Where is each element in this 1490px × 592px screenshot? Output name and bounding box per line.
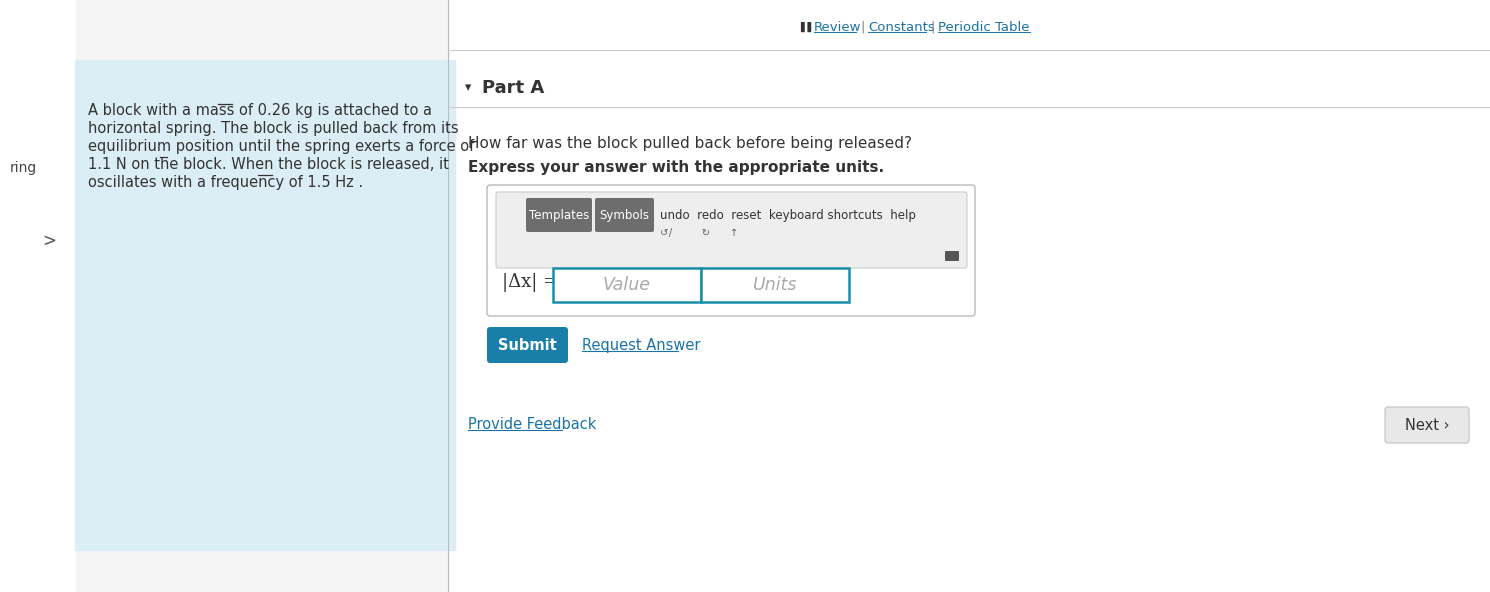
Bar: [553, 268, 700, 302]
Text: ring: ring: [10, 161, 37, 175]
FancyBboxPatch shape: [945, 251, 960, 261]
Text: How far was the block pulled back before being released?: How far was the block pulled back before…: [468, 136, 912, 151]
FancyBboxPatch shape: [487, 185, 974, 316]
Text: |: |: [930, 21, 934, 34]
Text: ↺/         ↻      ↑: ↺/ ↻ ↑: [660, 228, 739, 238]
Text: Request Answer: Request Answer: [583, 337, 700, 352]
Text: Constants: Constants: [869, 21, 934, 34]
Text: Units: Units: [752, 276, 797, 294]
Text: Symbols: Symbols: [599, 208, 650, 221]
Text: |Δx| =: |Δx| =: [502, 272, 559, 291]
FancyBboxPatch shape: [496, 192, 967, 268]
Text: Express your answer with the appropriate units.: Express your answer with the appropriate…: [468, 160, 884, 175]
Text: A block with a mass of 0.26 kg is attached to a: A block with a mass of 0.26 kg is attach…: [88, 103, 432, 118]
Bar: [700, 268, 849, 302]
Text: Next ›: Next ›: [1405, 417, 1450, 433]
Bar: [74, 60, 454, 550]
Text: Periodic Table: Periodic Table: [939, 21, 1030, 34]
Text: ▾: ▾: [465, 82, 471, 95]
Text: Review: Review: [814, 21, 861, 34]
Bar: [0, 0, 74, 592]
Bar: [450, 0, 1490, 592]
Text: |: |: [860, 21, 864, 34]
Text: horizontal spring. The block is pulled back from its: horizontal spring. The block is pulled b…: [88, 121, 459, 136]
Text: equilibrium position until the spring exerts a force of: equilibrium position until the spring ex…: [88, 139, 474, 154]
Text: >: >: [42, 232, 57, 250]
FancyBboxPatch shape: [487, 327, 568, 363]
Text: Templates: Templates: [529, 208, 589, 221]
Text: oscillates with a frequency of 1.5 Hz .: oscillates with a frequency of 1.5 Hz .: [88, 175, 364, 190]
Text: ▌▌: ▌▌: [800, 22, 815, 32]
FancyBboxPatch shape: [595, 198, 654, 232]
FancyBboxPatch shape: [1386, 407, 1469, 443]
Text: Provide Feedback: Provide Feedback: [468, 417, 596, 432]
FancyBboxPatch shape: [526, 198, 592, 232]
Text: 1.1 N on the block. When the block is released, it: 1.1 N on the block. When the block is re…: [88, 157, 448, 172]
Text: Submit: Submit: [498, 337, 556, 352]
Text: undo  redo  reset  keyboard shortcuts  help: undo redo reset keyboard shortcuts help: [660, 208, 916, 221]
Text: Part A: Part A: [481, 79, 544, 97]
Text: Value: Value: [603, 276, 651, 294]
